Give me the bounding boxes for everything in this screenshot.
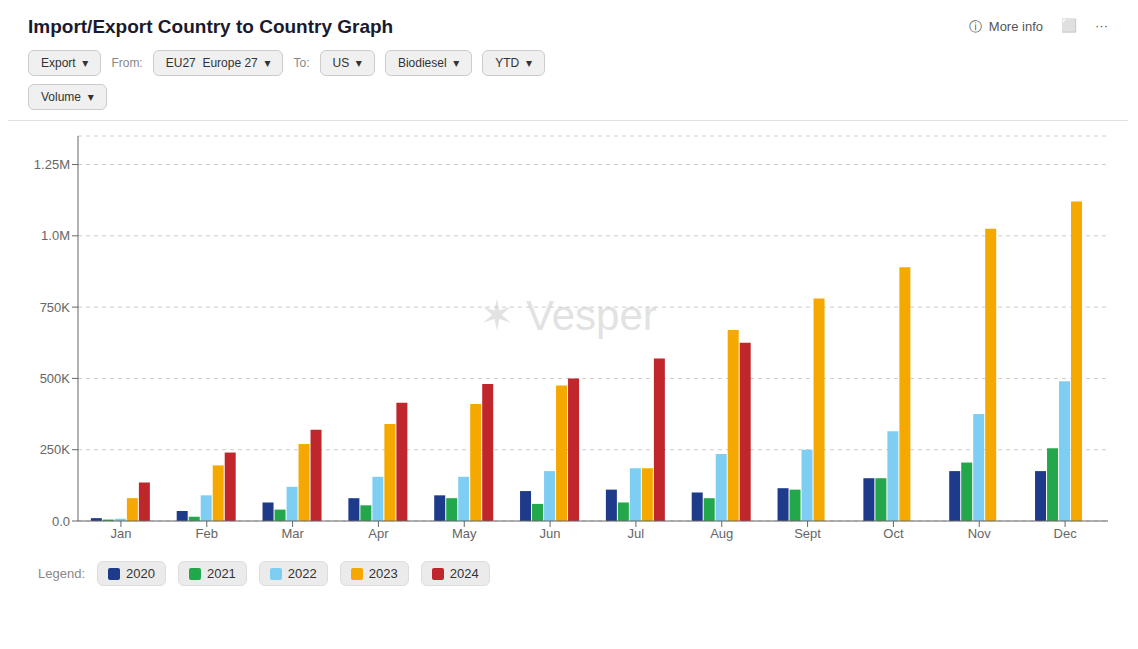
svg-text:Apr: Apr bbox=[368, 526, 389, 541]
html-text:Export ▾: Export ▾ bbox=[41, 56, 89, 70]
html-text:ⓘ More info: ⓘ More info bbox=[968, 19, 1043, 34]
svg-text:Jun: Jun bbox=[540, 526, 561, 541]
html-text:EU27 Europe 27 ▾: EU27 Europe 27 ▾ bbox=[165, 56, 271, 70]
html-text:2023: 2023 bbox=[368, 566, 398, 581]
svg-text:Feb: Feb bbox=[196, 526, 218, 541]
html-text:YTD ▾: YTD ▾ bbox=[495, 56, 532, 70]
html-text:US ▾: US ▾ bbox=[332, 56, 362, 70]
html-text:From:: From: bbox=[111, 56, 143, 70]
html-text:2021: 2021 bbox=[206, 566, 236, 581]
svg-text:Mar: Mar bbox=[281, 526, 304, 541]
svg-text:Nov: Nov bbox=[968, 526, 992, 541]
svg-text:250K: 250K bbox=[40, 442, 71, 457]
svg-text:Dec: Dec bbox=[1054, 526, 1078, 541]
html-text:Legend:: Legend: bbox=[38, 566, 85, 581]
svg-text:Jul: Jul bbox=[628, 526, 645, 541]
svg-text:1.0M: 1.0M bbox=[41, 228, 70, 243]
svg-text:0.0: 0.0 bbox=[52, 514, 70, 529]
html-text:✶ Vesper: ✶ Vesper bbox=[479, 292, 657, 339]
svg-text:Aug: Aug bbox=[710, 526, 733, 541]
html-text:Biodiesel ▾: Biodiesel ▾ bbox=[397, 56, 460, 70]
svg-text:750K: 750K bbox=[40, 300, 71, 315]
html-text:Volume ▾: Volume ▾ bbox=[41, 90, 94, 104]
html-text:2024: 2024 bbox=[449, 566, 479, 581]
html-text:2022: 2022 bbox=[287, 566, 317, 581]
svg-text:May: May bbox=[452, 526, 477, 541]
svg-text:500K: 500K bbox=[40, 371, 71, 386]
svg-text:Oct: Oct bbox=[883, 526, 904, 541]
html-text:Import/Export Country to Count: Import/Export Country to Country Graph bbox=[28, 16, 394, 37]
svg-text:Jan: Jan bbox=[110, 526, 131, 541]
svg-text:1.25M: 1.25M bbox=[34, 157, 70, 172]
html-text:To:: To: bbox=[293, 56, 310, 70]
svg-text:Sept: Sept bbox=[794, 526, 821, 541]
html-text:2020: 2020 bbox=[126, 566, 155, 581]
